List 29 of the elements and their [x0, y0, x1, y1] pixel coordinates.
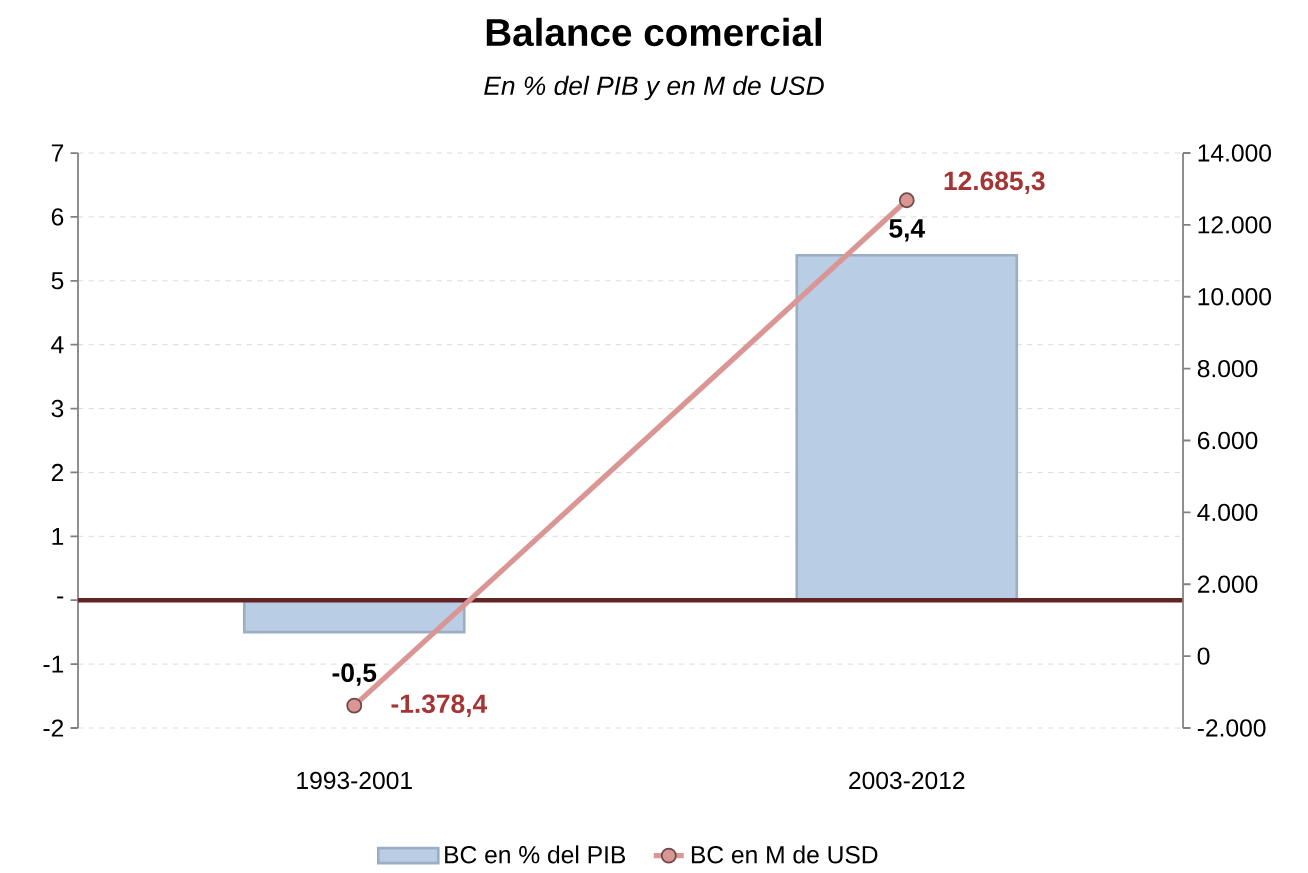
data-label: -0,5 — [332, 663, 377, 686]
y2-tick-label: 6.000 — [1197, 431, 1258, 450]
legend-label: BC en M de USD — [691, 845, 878, 864]
y2-tick-label: -2.000 — [1197, 719, 1266, 737]
y-tick-label: 3 — [51, 399, 64, 418]
y-tick-label: 1 — [52, 527, 64, 545]
y2-tick-label: 10.000 — [1198, 288, 1272, 306]
y2-tick-label: 12.000 — [1198, 216, 1272, 234]
x-tick-label: 2003-2012 — [849, 771, 965, 790]
y-tick-label: 4 — [51, 336, 64, 354]
y-tick-label: -1 — [43, 655, 64, 673]
legend-label: BC en % del PIB — [445, 845, 626, 864]
data-label: 12.685,3 — [944, 171, 1045, 195]
x-tick-label: 1993-2001 — [297, 771, 412, 790]
y-tick-label: -2 — [43, 719, 64, 737]
y-tick-label: 7 — [51, 144, 64, 162]
y2-tick-label: 14.000 — [1198, 144, 1272, 162]
data-label: -1.378,4 — [391, 694, 488, 717]
chart-title: Balance comercial — [486, 17, 821, 47]
y2-tick-label: 4.000 — [1197, 503, 1258, 522]
y2-tick-label: 2.000 — [1197, 575, 1258, 594]
chart-subtitle: En % del PIB y en M de USD — [484, 75, 824, 101]
y-tick-label: 2 — [51, 463, 64, 482]
data-label: 5,4 — [889, 219, 925, 242]
y-tick-label: 5 — [51, 272, 64, 290]
y-tick-label: 6 — [51, 208, 64, 226]
y-tick-label: - — [57, 596, 64, 599]
y2-tick-label: 0 — [1197, 647, 1210, 665]
y2-tick-label: 8.000 — [1197, 359, 1258, 378]
